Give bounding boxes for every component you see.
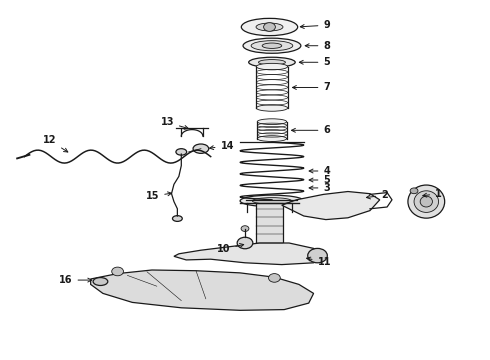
Ellipse shape xyxy=(256,63,288,70)
Ellipse shape xyxy=(252,198,292,204)
Ellipse shape xyxy=(256,105,288,111)
Ellipse shape xyxy=(257,136,287,141)
Text: 13: 13 xyxy=(160,117,188,129)
Circle shape xyxy=(241,226,249,231)
Ellipse shape xyxy=(408,185,445,218)
Circle shape xyxy=(237,237,253,249)
Text: 12: 12 xyxy=(43,135,68,152)
Circle shape xyxy=(112,267,123,276)
Text: 3: 3 xyxy=(309,183,330,193)
Ellipse shape xyxy=(193,144,209,153)
Ellipse shape xyxy=(242,18,298,36)
Text: 11: 11 xyxy=(307,257,331,267)
Text: 5: 5 xyxy=(299,57,330,67)
Ellipse shape xyxy=(256,23,283,31)
Ellipse shape xyxy=(259,60,285,65)
Polygon shape xyxy=(282,192,380,220)
Ellipse shape xyxy=(172,216,182,221)
Ellipse shape xyxy=(251,41,293,51)
Text: 7: 7 xyxy=(293,82,330,93)
Ellipse shape xyxy=(176,149,187,155)
Circle shape xyxy=(264,23,275,31)
Ellipse shape xyxy=(262,43,282,49)
Ellipse shape xyxy=(240,195,304,207)
Text: 1: 1 xyxy=(423,189,442,199)
Polygon shape xyxy=(174,243,326,265)
Text: 5: 5 xyxy=(309,175,330,185)
Ellipse shape xyxy=(243,38,301,53)
Ellipse shape xyxy=(414,191,439,212)
Text: 10: 10 xyxy=(217,243,244,254)
Text: 2: 2 xyxy=(367,190,388,200)
Ellipse shape xyxy=(249,57,295,67)
Ellipse shape xyxy=(420,196,433,207)
Text: 9: 9 xyxy=(300,20,330,30)
Circle shape xyxy=(410,188,418,194)
Circle shape xyxy=(308,248,327,263)
Circle shape xyxy=(269,274,280,282)
Text: 16: 16 xyxy=(59,275,92,285)
Text: 15: 15 xyxy=(146,191,172,201)
Text: 4: 4 xyxy=(309,166,330,176)
FancyBboxPatch shape xyxy=(256,203,283,248)
Text: 14: 14 xyxy=(210,141,234,151)
Polygon shape xyxy=(91,270,314,310)
Text: 6: 6 xyxy=(292,125,330,135)
Ellipse shape xyxy=(93,278,108,285)
Ellipse shape xyxy=(257,119,287,125)
Text: 8: 8 xyxy=(305,41,330,51)
